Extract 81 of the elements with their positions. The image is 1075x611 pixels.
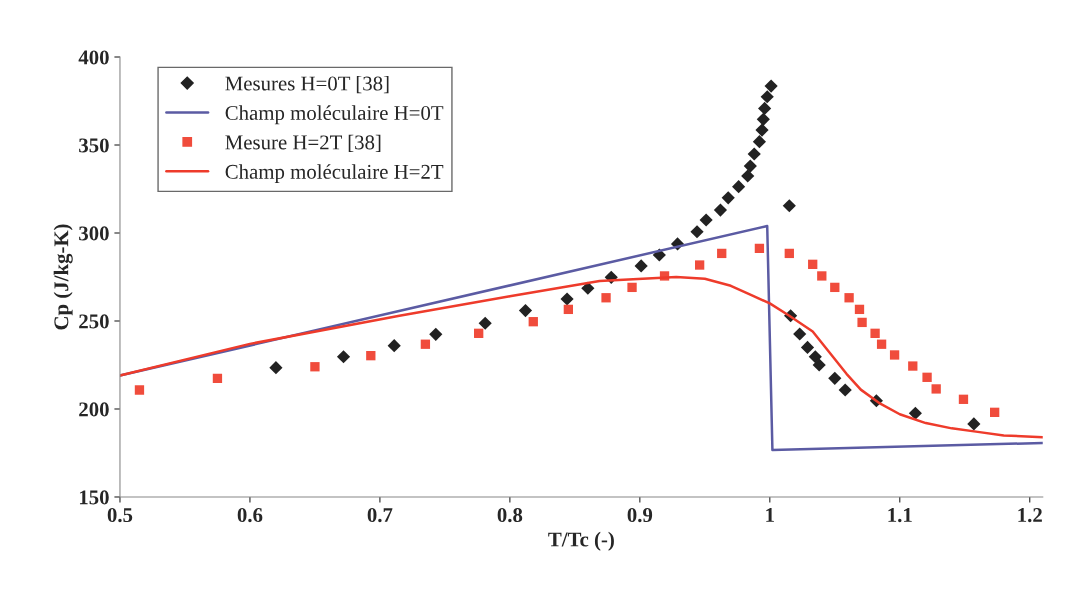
point (764, 79, 778, 93)
x-tick-label: 1 (766, 508, 774, 522)
point (634, 259, 648, 273)
x-tick-label: 0.7 (367, 508, 393, 523)
point (581, 281, 595, 295)
point (713, 203, 728, 217)
point (387, 339, 401, 353)
point (889, 350, 900, 360)
point (857, 317, 867, 328)
point (601, 293, 611, 303)
x-tick-label: 0.5 (107, 508, 133, 523)
point (782, 199, 796, 213)
point (876, 339, 887, 349)
legend-label: Mesure H=2T [38] (225, 134, 381, 152)
x-tick-label: 0.8 (497, 508, 523, 523)
point (754, 243, 765, 253)
point (756, 112, 770, 126)
point (800, 340, 815, 354)
point (474, 328, 484, 338)
point (854, 304, 865, 315)
point (838, 383, 852, 397)
point (793, 327, 807, 341)
x-tick-label: 1.2 (1018, 508, 1042, 523)
point (812, 358, 826, 372)
point (336, 350, 351, 364)
point (269, 361, 283, 375)
point (366, 351, 376, 361)
point (429, 327, 443, 341)
point (922, 372, 932, 382)
point (694, 260, 705, 270)
point (563, 304, 574, 315)
point (990, 407, 1000, 417)
point (310, 362, 320, 372)
line-series (119, 275, 1043, 439)
point (755, 123, 769, 137)
point (420, 339, 431, 349)
point (747, 147, 761, 161)
point (817, 271, 827, 281)
point (743, 159, 757, 173)
point (134, 385, 145, 395)
point (908, 406, 922, 420)
y-tick-label: 300 (79, 226, 109, 241)
point (844, 293, 854, 303)
point (958, 394, 969, 404)
point (908, 361, 918, 371)
point (808, 259, 818, 269)
point (808, 350, 822, 364)
legend-label: Champ moléculaire H=2T (225, 164, 444, 184)
point (784, 248, 794, 259)
point (212, 373, 223, 384)
point (870, 328, 880, 338)
x-tick-label: 1.1 (888, 508, 912, 523)
point (931, 384, 941, 394)
point (830, 282, 840, 293)
point (967, 417, 981, 431)
x-tick-label: 0.9 (627, 508, 653, 523)
legend-label: Champ moléculaire H=0T (225, 105, 444, 125)
y-tick-label: 400 (78, 50, 109, 65)
y-tick-label: 350 (79, 138, 109, 153)
point (717, 248, 727, 259)
y-tick-label: 200 (79, 402, 109, 417)
point (752, 135, 767, 149)
point (627, 282, 637, 293)
point (528, 317, 538, 327)
x-tick-label: 0.6 (237, 508, 263, 523)
legend-label: Mesures H=0T [38] (225, 75, 389, 94)
point (518, 304, 533, 318)
point (758, 101, 772, 115)
point (721, 191, 735, 205)
point (478, 316, 492, 330)
point (690, 225, 704, 239)
y-tick-label: 150 (79, 490, 109, 505)
point (699, 213, 713, 227)
x-axis-title: T/Tc (-) (548, 531, 614, 551)
point (760, 90, 774, 104)
y-axis-title: Cp (J/kg-K) (53, 224, 73, 330)
point (828, 371, 842, 385)
point (560, 292, 574, 306)
y-tick-label: 250 (79, 314, 109, 329)
point (732, 180, 746, 194)
point (741, 169, 755, 183)
